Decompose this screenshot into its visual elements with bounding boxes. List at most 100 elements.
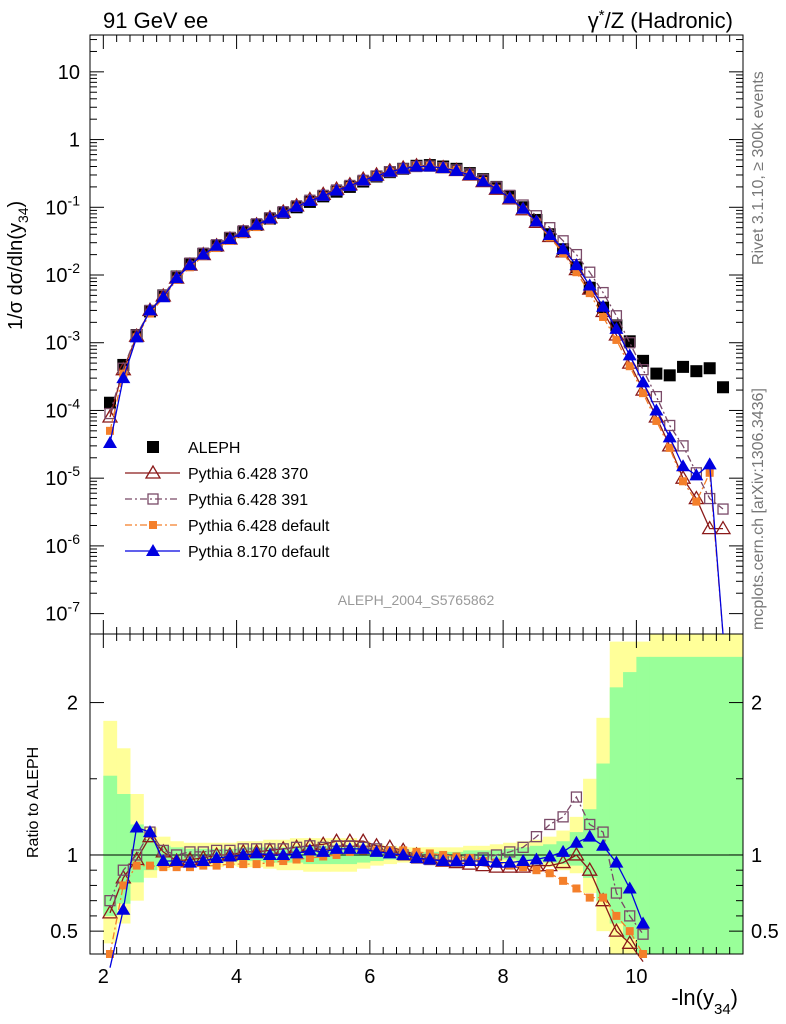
data-point — [625, 362, 634, 371]
ratio-point — [196, 854, 211, 867]
x-tick-label: 10 — [625, 966, 647, 988]
ratio-point — [342, 841, 357, 854]
y-tick-label: 10-5 — [45, 463, 80, 490]
mcplots-label: mcplots.cern.ch [arXiv:1306.3436] — [750, 388, 767, 630]
ratio-point — [117, 864, 129, 876]
ratio-point — [624, 910, 636, 922]
data-point — [609, 321, 624, 334]
ratio-y-tick-label-right: 1 — [751, 845, 762, 867]
ratio-point — [396, 847, 411, 860]
ratio-point — [262, 847, 277, 860]
legend-label: Pythia 8.170 default — [188, 544, 330, 561]
ratio-point — [585, 893, 594, 902]
ratio-y-tick-label: 0.5 — [50, 921, 78, 943]
data-point — [422, 159, 437, 172]
ratio-point — [608, 922, 625, 937]
ratio-point — [489, 855, 504, 868]
ratio-point — [329, 841, 344, 854]
ratio-point — [530, 831, 543, 843]
ratio-point — [156, 854, 171, 867]
ratio-point — [276, 847, 291, 860]
ratio-point — [542, 849, 557, 862]
y-axis-label-ratio: Ratio to ALEPH — [25, 747, 42, 858]
ratio-point — [639, 950, 648, 958]
data-point — [652, 416, 661, 425]
data-point — [597, 286, 609, 299]
ratio-point — [581, 861, 598, 876]
ratio-point — [209, 851, 224, 863]
y-tick-label: 10-4 — [45, 395, 80, 422]
ratio-point — [279, 857, 288, 866]
ratio-point — [557, 811, 569, 823]
series-line — [109, 165, 724, 635]
data-point — [689, 468, 704, 481]
legend-label: Pythia 6.428 default — [188, 518, 330, 535]
x-tick-label: 8 — [498, 966, 509, 988]
data-point — [342, 178, 357, 191]
legend-marker — [149, 521, 157, 529]
data-point — [677, 360, 690, 373]
ratio-point — [252, 860, 261, 869]
ratio-point — [239, 860, 248, 869]
data-point — [196, 247, 211, 260]
ratio-point — [249, 846, 264, 859]
y-tick-label: 10 — [58, 62, 80, 84]
ratio-point — [302, 843, 317, 856]
data-point — [169, 271, 184, 284]
ratio-point — [516, 854, 531, 867]
data-point — [516, 201, 531, 214]
data-point — [572, 268, 581, 277]
y-tick-label: 10-7 — [45, 599, 80, 626]
data-point — [156, 290, 171, 303]
data-point — [584, 266, 596, 278]
data-point — [622, 348, 637, 361]
ratio-point — [519, 863, 528, 872]
ratio-point — [292, 855, 301, 864]
ratio-point — [582, 829, 597, 842]
ratio-point — [105, 950, 114, 958]
data-point — [679, 477, 688, 486]
ratio-point — [625, 927, 634, 936]
data-point — [449, 163, 464, 176]
data-point — [649, 403, 664, 416]
data-point — [636, 375, 651, 388]
data-point — [396, 161, 411, 174]
data-point — [276, 205, 291, 218]
legend-marker — [147, 441, 159, 453]
data-point — [690, 365, 703, 378]
ratio-point — [172, 863, 181, 872]
y-tick-label: 10-6 — [45, 531, 80, 558]
ratio-point — [236, 847, 251, 860]
data-point — [596, 299, 611, 312]
ratio-point — [570, 791, 583, 803]
legend: ALEPH Pythia 6.428 370 Pythia 6.428 391 Pyt… — [125, 440, 330, 561]
data-point — [542, 227, 557, 240]
ratio-point — [599, 893, 608, 902]
ratio-y-tick-label-right: 0.5 — [751, 921, 779, 943]
main-panel-series — [101, 157, 732, 635]
data-point — [462, 167, 477, 180]
data-point — [222, 232, 237, 245]
data-point — [105, 426, 114, 435]
ratio-point — [382, 846, 397, 859]
legend-marker — [144, 464, 162, 479]
y-tick-label: 1 — [69, 130, 80, 152]
ratio-point — [572, 884, 581, 893]
ratio-point — [289, 846, 304, 859]
ratio-point — [569, 835, 584, 848]
legend-marker — [146, 544, 160, 556]
ratio-point — [622, 881, 637, 894]
green-band-segment — [516, 847, 531, 862]
rivet-version-label: Rivet 3.1.10, ≥ 300k events — [750, 71, 767, 265]
data-point — [665, 443, 674, 452]
data-point — [249, 217, 264, 230]
ratio-point — [119, 881, 128, 890]
data-point — [236, 225, 251, 238]
ratio-point — [596, 838, 611, 851]
analysis-label: ALEPH_2004_S5765862 — [338, 592, 495, 608]
ratio-point — [544, 818, 556, 831]
ratio-point — [142, 825, 157, 838]
data-point — [624, 337, 636, 349]
ratio-point — [502, 855, 517, 868]
